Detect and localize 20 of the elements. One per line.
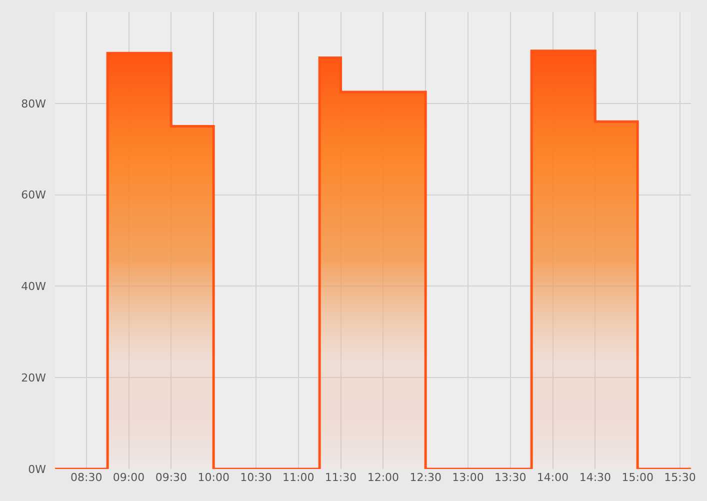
x-tick-label: 13:30 <box>494 471 526 484</box>
x-tick-label: 08:30 <box>70 471 102 484</box>
y-tick-label: 20W <box>21 371 46 384</box>
x-tick-label: 09:00 <box>112 471 145 484</box>
y-tick-label: 0W <box>28 462 46 476</box>
x-tick-label: 11:00 <box>282 471 314 484</box>
x-tick-label: 09:30 <box>155 471 188 484</box>
x-tick-label: 14:30 <box>579 471 612 484</box>
y-tick-label: 60W <box>21 188 46 202</box>
y-tick-label: 40W <box>21 280 46 294</box>
x-tick-label: 12:30 <box>410 471 442 484</box>
x-tick-label: 14:00 <box>536 471 569 484</box>
y-tick-label: 80W <box>21 97 46 110</box>
x-tick-label: 12:00 <box>367 471 400 484</box>
x-tick-label: 10:00 <box>198 471 230 484</box>
x-tick-label: 15:30 <box>664 471 696 484</box>
x-tick-label: 13:00 <box>452 471 484 484</box>
x-tick-label: 15:00 <box>622 471 654 484</box>
x-tick-label: 11:30 <box>324 471 357 484</box>
x-tick-label: 10:30 <box>240 471 272 484</box>
